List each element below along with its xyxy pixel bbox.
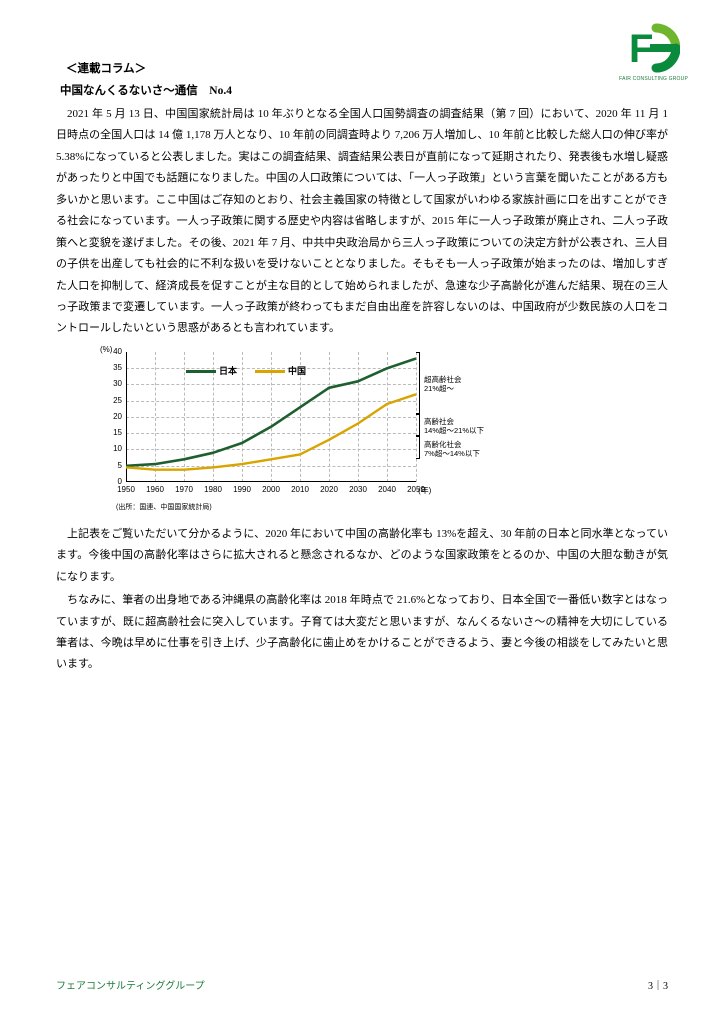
chart-annotation: 高齢社会14%超～21%以下 xyxy=(424,417,504,436)
series-label: ＜連載コラム＞ xyxy=(56,60,668,76)
chart-line-china xyxy=(126,394,416,469)
chart-x-unit: (年) xyxy=(418,485,431,496)
chart-xtick: 2020 xyxy=(314,485,344,494)
page-content: ＜連載コラム＞ 中国なんくるないさ～通信 No.4 2021 年 5 月 13 … xyxy=(0,0,724,718)
chart-legend: 日本中国 xyxy=(186,364,306,377)
article-title: 中国なんくるないさ～通信 No.4 xyxy=(56,82,668,98)
chart-source: (出所：国連、中国国家統計局) xyxy=(116,502,212,512)
chart-ytick: 10 xyxy=(104,444,122,453)
footer-brand: フェアコンサルティンググループ xyxy=(56,977,205,992)
svg-text:F: F xyxy=(629,27,653,71)
chart-ytick: 40 xyxy=(104,347,122,356)
chart-xtick: 1960 xyxy=(140,485,170,494)
chart-ytick: 25 xyxy=(104,396,122,405)
footer-page: 3｜3 xyxy=(648,977,668,992)
chart-xtick: 2010 xyxy=(285,485,315,494)
paragraph-2: 上記表をご覧いただいて分かるように、2020 年において中国の高齢化率も 13%… xyxy=(56,524,668,588)
chart-xtick: 1970 xyxy=(169,485,199,494)
chart-xtick: 1980 xyxy=(198,485,228,494)
logo: F xyxy=(626,22,680,76)
paragraph-3: ちなみに、筆者の出身地である沖縄県の高齢化率は 2018 年時点で 21.6%と… xyxy=(56,590,668,676)
chart-xtick: 1950 xyxy=(111,485,141,494)
chart-ytick: 35 xyxy=(104,363,122,372)
chart-xtick: 2030 xyxy=(343,485,373,494)
chart-ytick: 20 xyxy=(104,412,122,421)
paragraph-1: 2021 年 5 月 13 日、中国国家統計局は 10 年ぶりとなる全国人口国勢… xyxy=(56,104,668,340)
chart-ytick: 30 xyxy=(104,379,122,388)
chart-xtick: 2000 xyxy=(256,485,286,494)
aging-rate-chart: (%)0510152025303540195019601970198019902… xyxy=(86,346,506,516)
chart-xtick: 1990 xyxy=(227,485,257,494)
chart-xtick: 2040 xyxy=(372,485,402,494)
footer: フェアコンサルティンググループ 3｜3 xyxy=(56,977,668,992)
chart-annotation: 超高齢社会21%超～ xyxy=(424,375,504,394)
chart-ytick: 5 xyxy=(104,461,122,470)
chart-ytick: 15 xyxy=(104,428,122,437)
chart-annotation: 高齢化社会7%超～14%以下 xyxy=(424,440,504,459)
logo-tagline: FAIR CONSULTING GROUP xyxy=(619,76,688,82)
